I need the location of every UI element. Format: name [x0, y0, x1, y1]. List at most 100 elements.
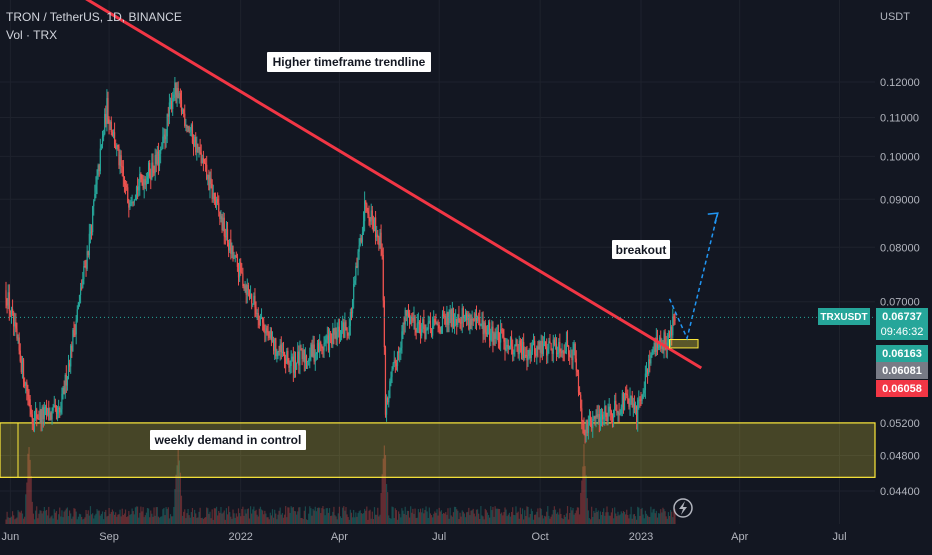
candle-body	[29, 399, 31, 409]
candle-body	[338, 326, 341, 338]
candle-body	[355, 266, 357, 281]
lightning-icon[interactable]	[673, 498, 693, 518]
candle-body	[162, 136, 164, 149]
candle-body	[551, 350, 553, 354]
candle-body	[186, 124, 188, 129]
candle-body	[158, 153, 161, 166]
candle-body	[65, 374, 67, 386]
candle-body	[400, 347, 402, 351]
volume-bar	[313, 510, 315, 524]
candle-body	[599, 416, 602, 424]
volume-bar	[7, 517, 9, 524]
candle-body	[281, 351, 283, 353]
volume-bar	[388, 515, 390, 524]
trendline[interactable]	[38, 0, 703, 370]
candle-body	[269, 330, 271, 338]
drawings[interactable]	[0, 0, 875, 370]
candle-body	[277, 350, 279, 352]
volume-bar	[630, 506, 632, 524]
volume-bar	[551, 514, 553, 524]
demand-zone-box[interactable]	[0, 422, 876, 478]
candle-body	[310, 344, 312, 357]
volume-bar	[482, 516, 484, 524]
candle-body	[493, 333, 495, 345]
candle-body	[340, 330, 343, 338]
volume-bar	[119, 509, 121, 524]
breakout-retest-box[interactable]	[669, 339, 699, 349]
candle-body	[620, 407, 622, 414]
volume-bar	[342, 507, 344, 524]
volume-bar	[338, 506, 341, 524]
candle-body	[450, 309, 452, 327]
volume-bar	[77, 516, 79, 524]
candle-body	[212, 192, 214, 199]
volume-bar	[45, 509, 48, 524]
candle-body	[470, 319, 472, 325]
candle-body	[380, 232, 382, 250]
candle-body	[457, 314, 459, 326]
volume-bar	[521, 508, 524, 524]
candle-body	[117, 144, 119, 147]
candle-body	[147, 162, 150, 178]
volume-bar	[404, 506, 406, 524]
volume-bar	[240, 516, 242, 524]
candle-body	[645, 368, 648, 374]
volume-bar	[497, 508, 500, 524]
demand-zone[interactable]	[0, 422, 876, 478]
volume-bar	[65, 508, 67, 524]
projection-path[interactable]	[668, 212, 719, 341]
candle-body	[376, 234, 378, 238]
volume-bar	[143, 517, 145, 524]
volume-bar	[446, 514, 448, 524]
volume-bar	[570, 507, 572, 524]
volume-bar	[544, 516, 547, 524]
candle-body	[531, 344, 534, 352]
candle-body	[218, 203, 220, 212]
candle-body	[672, 316, 674, 336]
candle-body	[258, 320, 260, 326]
volume-bar	[518, 518, 520, 524]
candle-body	[385, 397, 388, 415]
volume-bar	[247, 508, 249, 524]
candle-body	[176, 87, 178, 98]
volume-bar	[47, 515, 49, 524]
candle-body	[74, 333, 76, 335]
trendline-note[interactable]: Higher timeframe trendline	[267, 52, 431, 72]
candle-body	[668, 334, 671, 337]
candle-body	[279, 344, 281, 352]
last-price-tag[interactable]: 0.06737 09:46:32	[876, 308, 928, 340]
demand-note[interactable]: weekly demand in control	[150, 430, 306, 450]
candle-body	[433, 319, 435, 327]
candle-body	[195, 136, 197, 153]
candle-body	[587, 425, 589, 434]
volume-bar	[447, 508, 449, 524]
volume-bar	[195, 513, 197, 524]
symbol-price-tag[interactable]: TRXUSDT	[818, 308, 870, 325]
volume-bar	[440, 510, 442, 524]
volume-bar	[52, 518, 54, 524]
volume-bar	[174, 489, 176, 524]
candle-body	[168, 102, 171, 117]
volume-bar	[54, 512, 56, 524]
candle-body	[270, 330, 273, 341]
candle-body	[290, 359, 292, 367]
volume-bar	[641, 507, 643, 524]
volume-bar	[120, 516, 122, 524]
candle-body	[174, 82, 176, 95]
volume-bar	[527, 506, 529, 524]
price-axis[interactable]: 0.12000 0.11000 0.10000 0.09000 0.08000 0.070…	[880, 77, 920, 498]
volume-bar	[316, 507, 319, 524]
volume-bar	[229, 512, 231, 524]
grid	[0, 0, 875, 524]
breakout-note[interactable]: breakout	[612, 240, 670, 259]
time-axis[interactable]: Jun Sep 2022 Apr Jul Oct 2023 Apr Jul	[2, 531, 847, 543]
volume-bar	[39, 510, 41, 524]
candle-body	[592, 419, 594, 429]
volume-bar	[619, 514, 621, 524]
volume-bar	[603, 508, 605, 524]
volume-bar	[300, 517, 302, 524]
candle-body	[574, 343, 576, 359]
volume-bar	[486, 512, 489, 524]
volume-bar	[441, 513, 444, 524]
